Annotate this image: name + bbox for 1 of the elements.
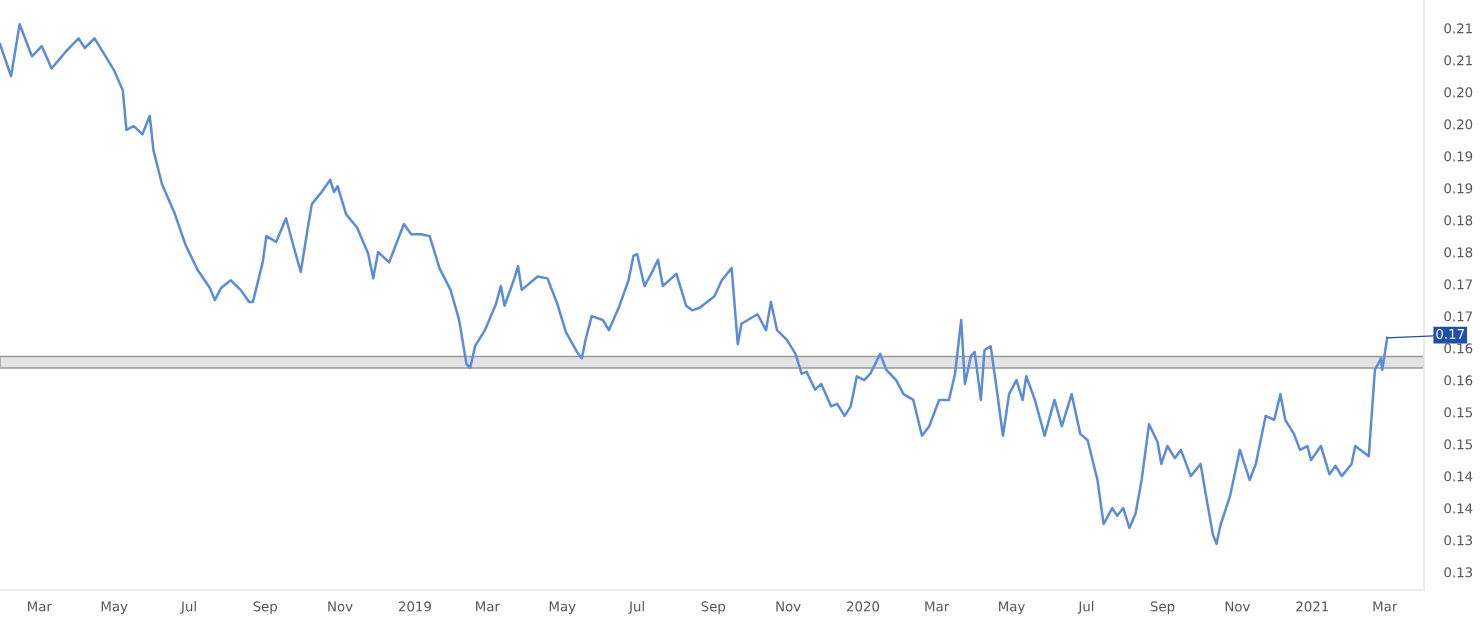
line-series bbox=[0, 23, 1389, 546]
